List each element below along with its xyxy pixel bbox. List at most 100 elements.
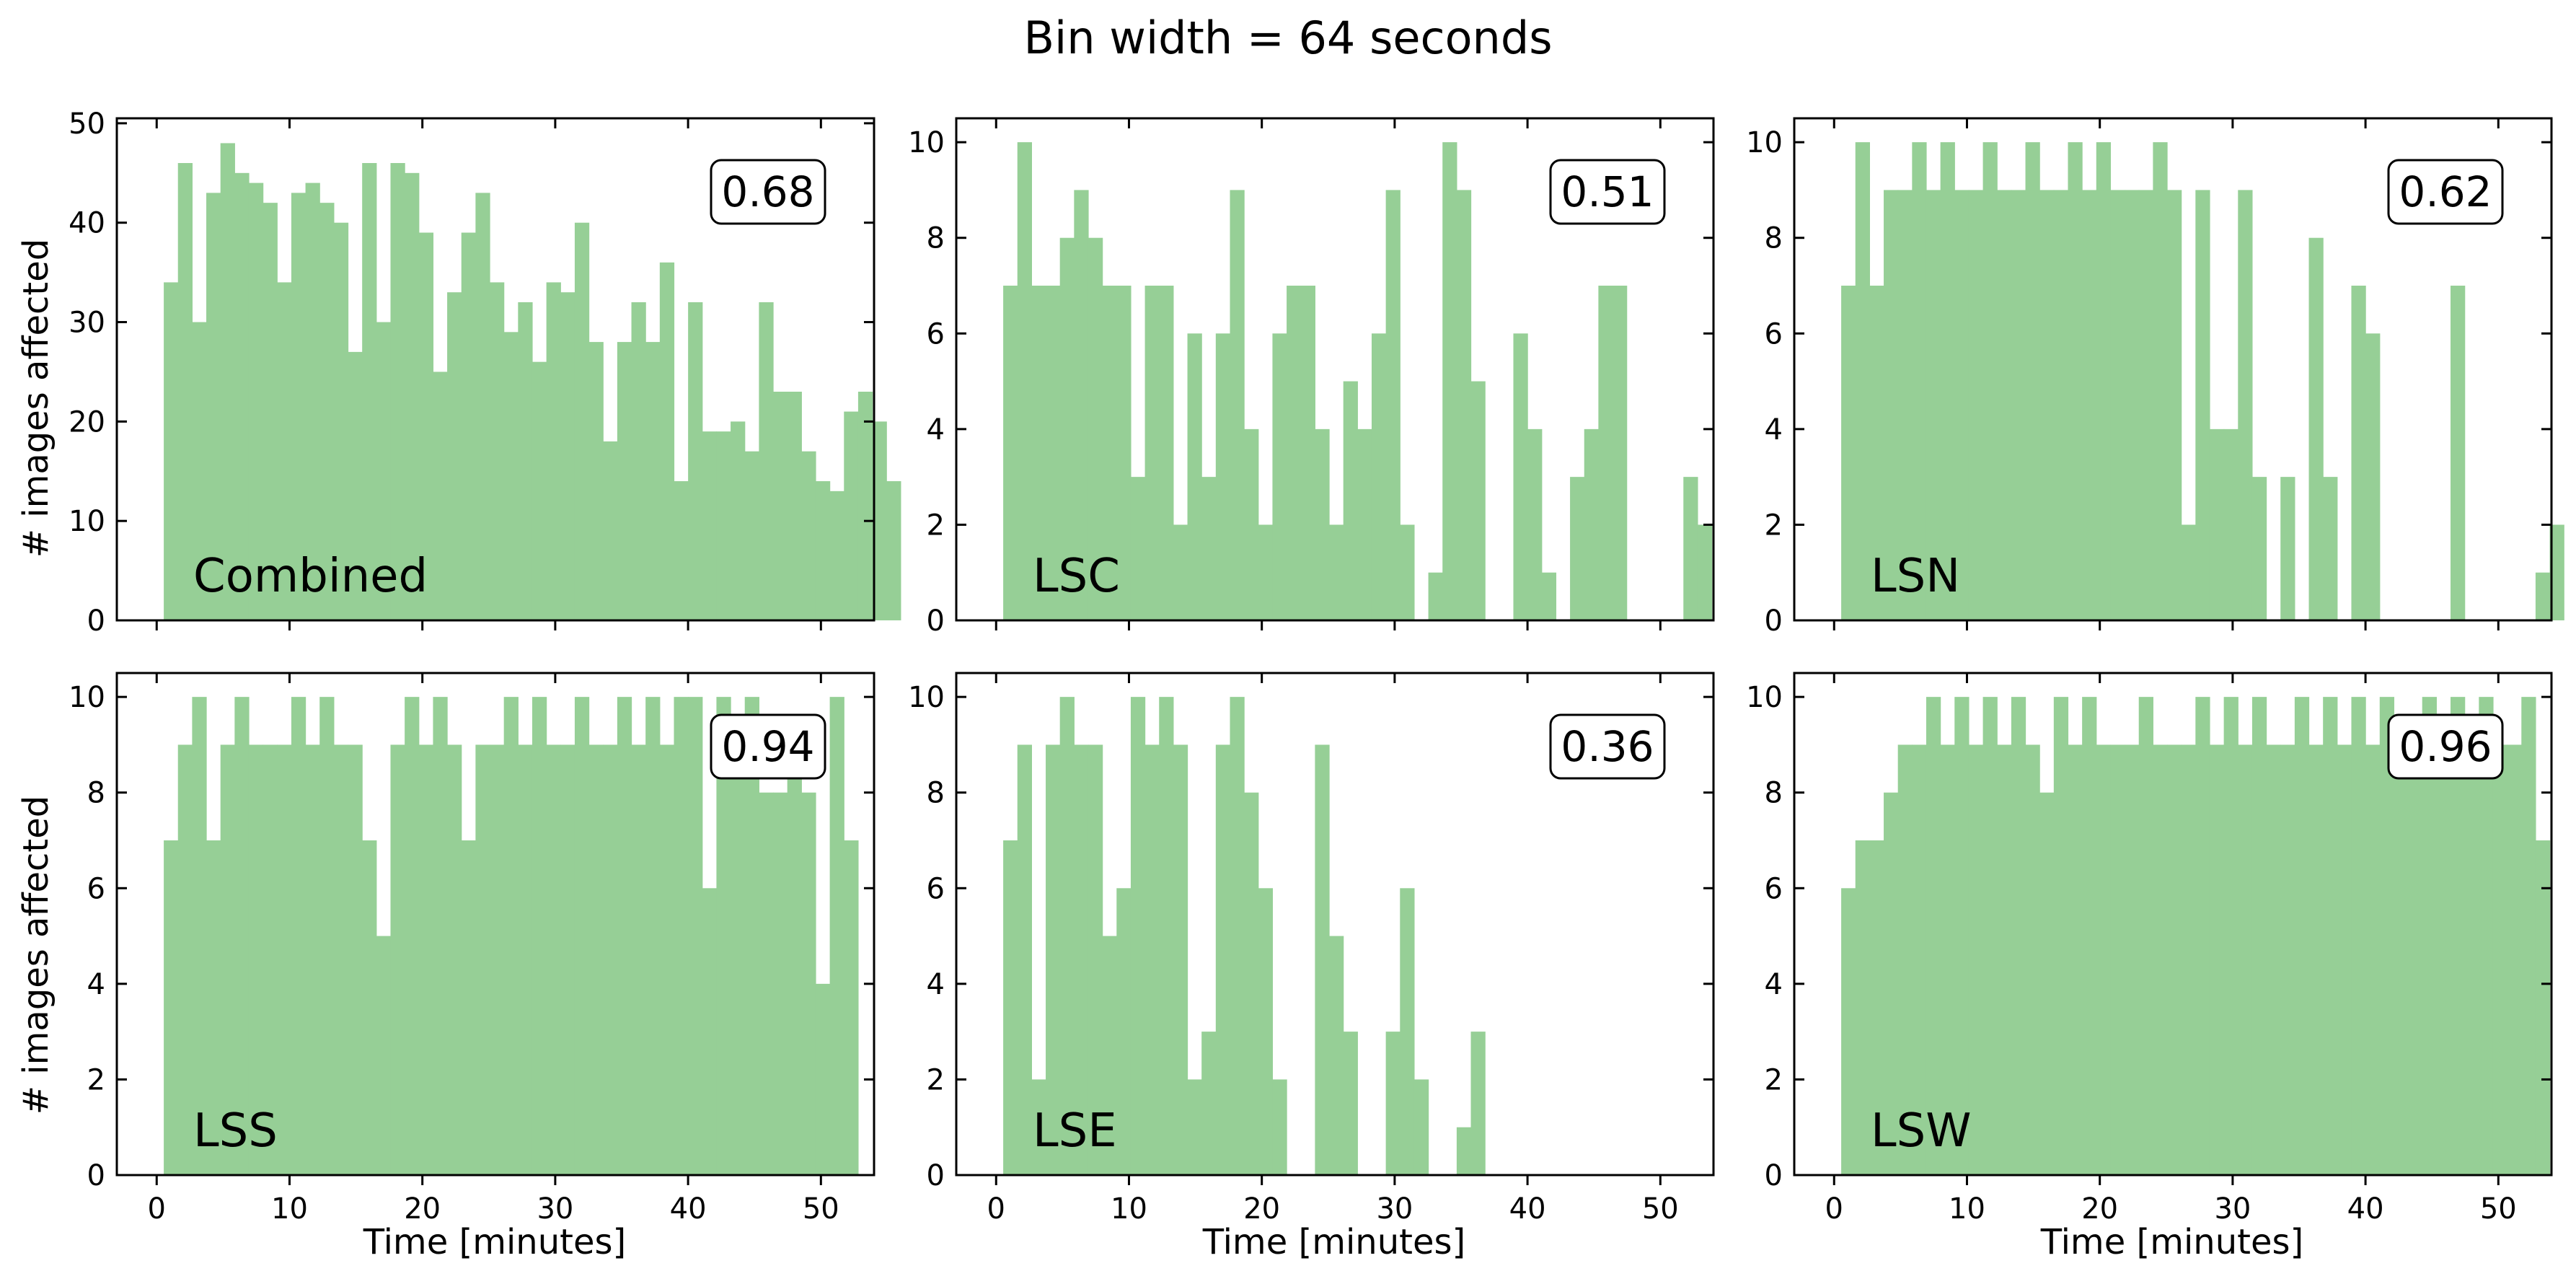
bar bbox=[1940, 744, 1955, 1175]
y-tick-label: 4 bbox=[927, 968, 945, 1001]
bar bbox=[1215, 333, 1231, 620]
bar bbox=[1003, 286, 1018, 620]
y-axis-label-top: # images affected bbox=[16, 239, 56, 558]
x-tick-label: 40 bbox=[1509, 1192, 1546, 1226]
bar bbox=[1884, 190, 1899, 620]
bar bbox=[1088, 237, 1103, 621]
bar bbox=[2238, 744, 2253, 1175]
bar bbox=[2209, 428, 2225, 620]
bar bbox=[1912, 744, 1927, 1175]
bar bbox=[2323, 697, 2338, 1175]
bar bbox=[1017, 744, 1032, 1175]
bar bbox=[1272, 1079, 1287, 1175]
x-tick-label: 10 bbox=[1111, 1192, 1147, 1226]
panel-label: Combined bbox=[193, 550, 428, 603]
bar bbox=[2549, 524, 2564, 620]
bar bbox=[1046, 286, 1061, 620]
bar bbox=[1215, 744, 1231, 1175]
bar bbox=[333, 744, 349, 1175]
bar bbox=[2068, 744, 2083, 1175]
bar bbox=[1456, 190, 1472, 620]
bar bbox=[1102, 286, 1117, 620]
y-tick-label: 8 bbox=[927, 777, 945, 810]
bar bbox=[376, 936, 392, 1175]
y-tick-label: 6 bbox=[927, 872, 945, 905]
bar bbox=[787, 744, 802, 1175]
bar bbox=[1697, 524, 1713, 620]
bar bbox=[2422, 697, 2437, 1175]
bar bbox=[234, 697, 250, 1175]
panel-grid: 01020304050Combined0.680246810LSC0.51024… bbox=[69, 107, 2564, 1226]
plot-frame bbox=[115, 117, 875, 622]
x-tick-label: 30 bbox=[2214, 1192, 2251, 1226]
bar bbox=[1897, 744, 1913, 1175]
bar bbox=[1116, 888, 1132, 1175]
bar bbox=[2039, 190, 2055, 620]
bar bbox=[1897, 190, 1913, 620]
bar bbox=[263, 744, 278, 1175]
bar bbox=[2365, 744, 2381, 1175]
bar bbox=[2039, 792, 2055, 1175]
bar bbox=[2125, 190, 2140, 620]
figure-title: Bin width = 64 seconds bbox=[1023, 12, 1552, 64]
y-tick-label: 6 bbox=[1765, 872, 1783, 905]
score-value: 0.68 bbox=[721, 167, 814, 216]
bar bbox=[1201, 1032, 1217, 1175]
bar bbox=[234, 172, 250, 621]
bar bbox=[1869, 286, 1884, 620]
bar bbox=[362, 840, 377, 1175]
y-tick-label: 6 bbox=[927, 317, 945, 351]
bar bbox=[773, 392, 788, 620]
bar bbox=[716, 697, 731, 1175]
bar bbox=[305, 744, 320, 1175]
bar bbox=[1841, 286, 1856, 620]
bar bbox=[2280, 744, 2295, 1175]
bar bbox=[503, 697, 519, 1175]
bar bbox=[2068, 142, 2083, 620]
y-tick-label: 50 bbox=[69, 107, 105, 141]
bar bbox=[1371, 333, 1387, 620]
y-tick-label: 0 bbox=[927, 1159, 945, 1192]
score-value: 0.51 bbox=[1561, 167, 1654, 216]
panel-label: LSN bbox=[1871, 550, 1960, 603]
bar bbox=[574, 222, 590, 621]
bar bbox=[1059, 697, 1075, 1175]
bar bbox=[2507, 744, 2522, 1175]
bar bbox=[2110, 744, 2125, 1175]
bar bbox=[1855, 840, 1870, 1175]
bar bbox=[263, 203, 278, 620]
bar bbox=[277, 282, 292, 620]
x-tick-label: 30 bbox=[537, 1192, 573, 1226]
bar bbox=[702, 888, 718, 1175]
bar bbox=[2308, 237, 2324, 621]
y-tick-label: 4 bbox=[927, 413, 945, 447]
bar bbox=[248, 183, 264, 620]
bar bbox=[319, 203, 335, 620]
bar bbox=[2195, 697, 2210, 1175]
bar bbox=[1570, 477, 1585, 620]
bar bbox=[2181, 744, 2196, 1175]
bar bbox=[886, 481, 901, 620]
bar bbox=[731, 744, 746, 1175]
bar bbox=[801, 792, 816, 1175]
score-box bbox=[1549, 713, 1666, 780]
plot-frame bbox=[115, 672, 875, 1177]
plot-frame bbox=[1793, 672, 2553, 1177]
y-tick-label: 8 bbox=[1765, 222, 1783, 255]
bar bbox=[475, 193, 490, 620]
bar bbox=[461, 840, 476, 1175]
bar bbox=[177, 163, 193, 620]
bar bbox=[1513, 333, 1528, 620]
panel-lsw: 0 2 4 6 8 10 0 10 20 30 40 50 LSW 0.96 bbox=[1746, 672, 2553, 1226]
panel-label: LSW bbox=[1871, 1104, 1972, 1158]
y-tick-label: 10 bbox=[1746, 126, 1783, 159]
plot-frame bbox=[955, 117, 1715, 622]
bar bbox=[815, 983, 831, 1175]
score-box bbox=[710, 159, 826, 225]
bar bbox=[1997, 744, 2012, 1175]
score-value: 0.62 bbox=[2399, 167, 2492, 216]
y-tick-label: 10 bbox=[1746, 681, 1783, 714]
bar bbox=[1201, 477, 1217, 620]
bar bbox=[1954, 190, 1970, 620]
bar bbox=[1683, 477, 1698, 620]
